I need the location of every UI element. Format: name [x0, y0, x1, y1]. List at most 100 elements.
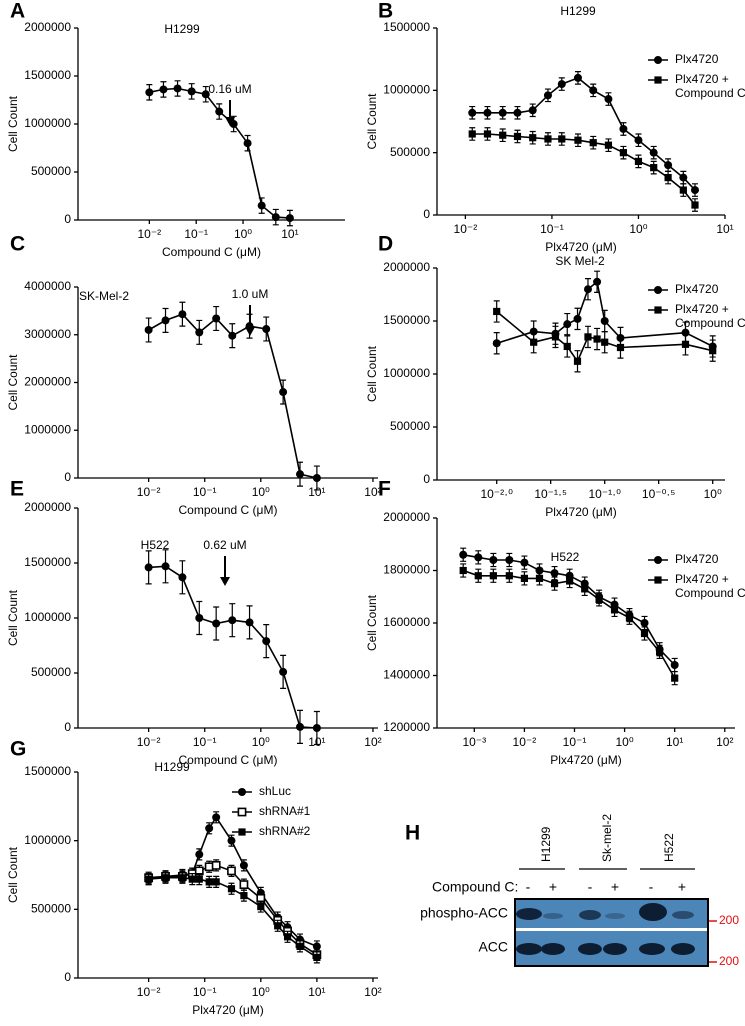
data-point: [296, 942, 304, 951]
y-tick-label: 1600000: [383, 615, 430, 629]
data-point: [173, 84, 182, 93]
legend-label: Plx4720: [675, 552, 719, 566]
x-axis-label: Compound C (μM): [179, 753, 278, 767]
size-marker: 200: [719, 954, 739, 968]
data-point: [489, 556, 498, 564]
data-point: [600, 317, 609, 325]
panel-letter: G: [10, 738, 26, 761]
data-point: [664, 161, 673, 170]
data-point: [593, 277, 602, 286]
x-tick-label: 10⁻¹: [540, 222, 564, 236]
data-point: [227, 885, 236, 893]
data-point: [145, 88, 154, 97]
x-tick-label: 10⁻¹: [563, 735, 587, 749]
lane-group-label: H522: [662, 833, 676, 862]
panel-letter: F: [378, 478, 391, 501]
series-line: [148, 864, 318, 956]
y-axis-label: Cell Count: [6, 589, 20, 646]
x-tick-label: 10¹: [666, 735, 683, 749]
data-point: [195, 328, 204, 337]
y-tick-label: 0: [64, 970, 71, 984]
blot-bands: [516, 903, 695, 955]
data-point: [589, 86, 598, 95]
y-axis-label: Cell Count: [365, 594, 379, 651]
panel-letter: A: [10, 0, 25, 23]
data-point: [671, 674, 679, 682]
data-point: [245, 618, 254, 627]
band: [578, 943, 602, 955]
data-point: [178, 573, 187, 582]
chart-title: H522: [551, 550, 580, 564]
y-tick-label: 0: [423, 472, 430, 486]
y-tick-label: 0: [64, 470, 71, 484]
y-tick-label: 500000: [31, 902, 71, 916]
data-point: [656, 648, 664, 656]
y-tick-label: 0: [64, 212, 71, 226]
x-tick-label: 10⁻¹: [193, 485, 217, 499]
y-tick-label: 1500000: [383, 20, 430, 34]
band: [605, 913, 625, 919]
x-tick-label: 10⁰: [252, 485, 270, 499]
x-tick-label: 10¹: [281, 227, 298, 241]
x-axis-label: Plx4720 (μM): [192, 1003, 264, 1017]
chart-title: H1299: [560, 4, 596, 18]
data-point: [604, 141, 613, 149]
data-point: [161, 316, 170, 325]
data-point: [520, 574, 528, 582]
data-point: [271, 213, 280, 222]
data-point: [499, 131, 507, 139]
data-point: [187, 87, 196, 96]
data-point: [650, 164, 658, 172]
y-tick-label: 1000000: [24, 610, 71, 624]
panel-letter: B: [378, 0, 393, 23]
data-point: [188, 875, 196, 883]
row-label: phospho-ACC: [420, 905, 508, 921]
data-point: [493, 307, 501, 316]
x-tick-label: 10⁻⁰·⁵: [642, 487, 675, 501]
data-point: [520, 558, 529, 567]
data-point: [550, 569, 559, 578]
data-point: [228, 331, 237, 340]
data-point: [212, 314, 221, 323]
treatment-sign: -: [526, 879, 531, 895]
legend-label: shRNA#2: [259, 824, 311, 838]
data-point: [204, 862, 214, 872]
y-tick-label: 0: [64, 720, 71, 734]
data-point: [681, 328, 690, 337]
y-tick-label: 1800000: [383, 563, 430, 577]
y-tick-label: 1200000: [383, 720, 430, 734]
treatment-label: Compound C:: [432, 879, 518, 895]
data-point: [640, 619, 649, 627]
data-point: [239, 880, 249, 890]
y-axis-label: Cell Count: [6, 95, 20, 152]
treatment-sign: +: [611, 879, 619, 895]
data-point: [619, 149, 628, 157]
data-point: [690, 186, 699, 195]
data-point: [144, 563, 153, 572]
y-tick-label: 2000000: [24, 375, 71, 389]
series-line: [148, 565, 317, 729]
legend-marker: [654, 286, 662, 294]
data-point: [574, 136, 582, 144]
treatment-sign: -: [588, 879, 593, 895]
band: [579, 910, 601, 920]
data-point: [312, 474, 321, 482]
y-tick-label: 1400000: [383, 668, 430, 682]
data-point: [550, 580, 559, 588]
chart-panel: C SK-Mel-2 0 1000000 2000000 3000000 4000000 10…: [6, 233, 381, 518]
y-tick-label: 0: [423, 207, 430, 221]
data-point: [513, 108, 522, 117]
x-axis-label: Plx4720 (μM): [545, 240, 617, 254]
y-axis-label: Cell Count: [365, 345, 379, 402]
y-tick-label: 1500000: [24, 764, 71, 778]
data-point: [535, 566, 544, 575]
x-tick-label: 10⁻²: [137, 485, 161, 499]
data-point: [583, 285, 592, 294]
data-point: [227, 866, 236, 876]
data-point: [483, 108, 492, 117]
data-point: [468, 108, 477, 117]
data-point: [285, 214, 294, 223]
legend-marker: [654, 76, 662, 84]
data-point: [679, 173, 688, 182]
data-point: [619, 124, 628, 133]
